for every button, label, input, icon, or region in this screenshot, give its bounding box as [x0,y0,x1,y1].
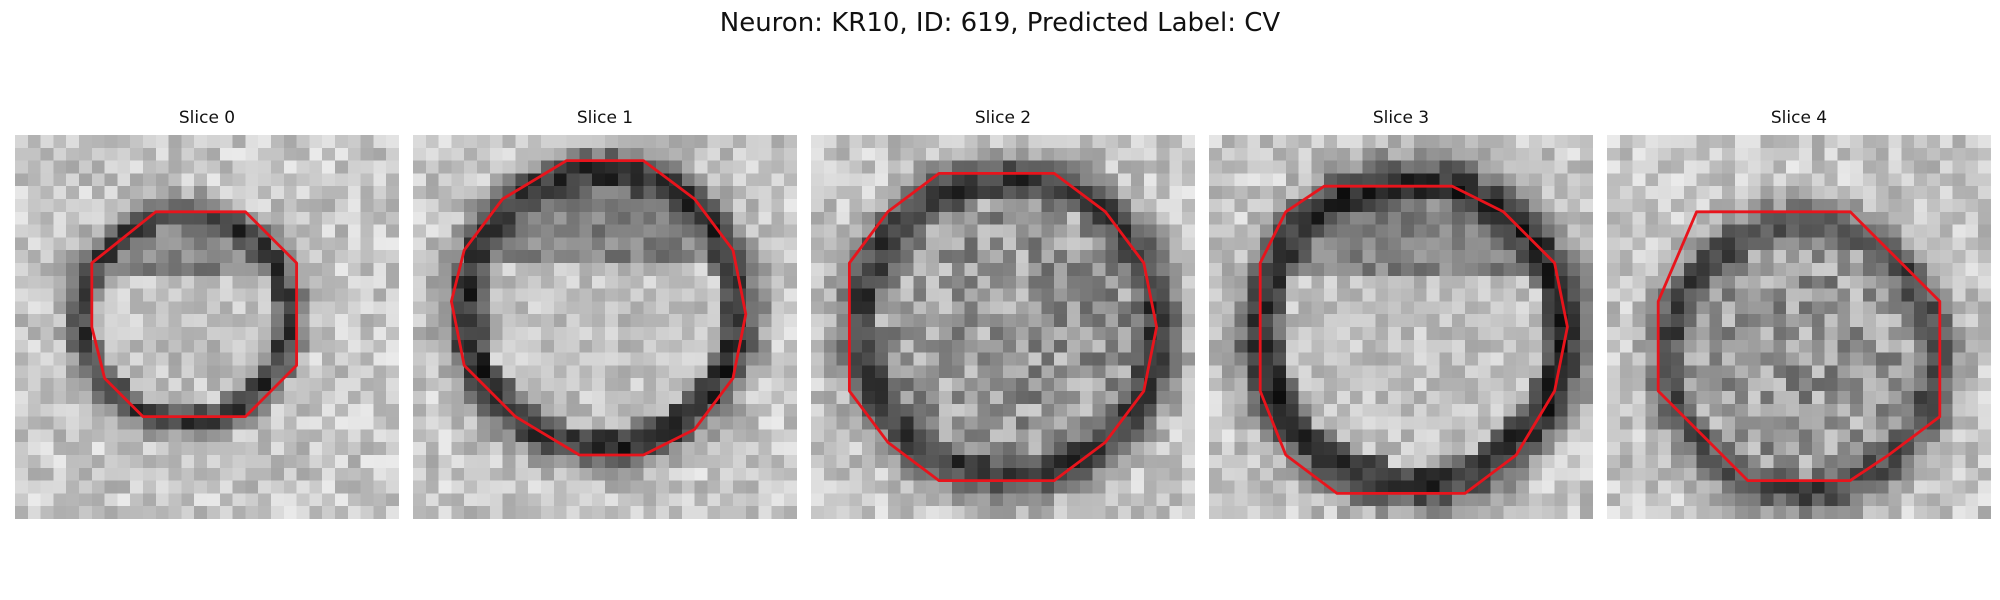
slice-panel-0: Slice 0 [15,108,399,520]
roi-outline [90,210,299,419]
slice-title: Slice 4 [1770,108,1828,128]
roi-outline [1258,184,1569,495]
slice-title: Slice 0 [178,108,236,128]
slice-title: Slice 1 [576,108,634,128]
roi-outline [449,159,748,457]
slice-image [1607,135,1991,519]
slice-panel-3: Slice 3 [1209,108,1593,520]
roi-outline [1656,210,1942,483]
slice-image [811,135,1195,519]
slice-panel-1: Slice 1 [413,108,797,520]
figure-title: Neuron: KR10, ID: 619, Predicted Label: … [719,8,1281,38]
slice-panel-2: Slice 2 [811,108,1195,520]
slice-image [15,135,399,519]
roi-outline [847,171,1159,483]
slice-image [1209,135,1593,519]
slice-title: Slice 2 [974,108,1032,128]
slice-title: Slice 3 [1372,108,1430,128]
slice-panel-4: Slice 4 [1607,108,1991,520]
